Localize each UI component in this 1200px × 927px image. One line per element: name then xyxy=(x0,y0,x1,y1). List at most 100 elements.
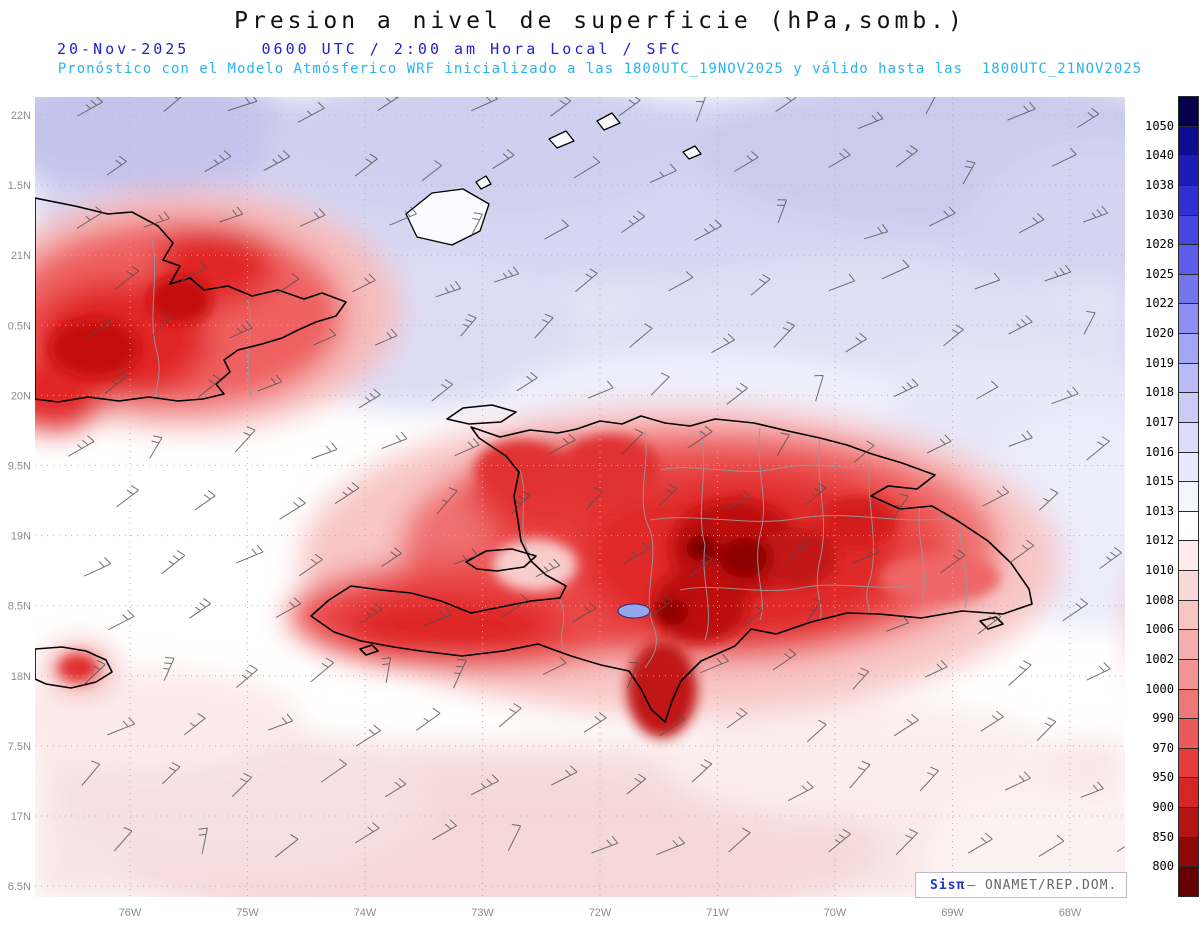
great-inagua-coastline xyxy=(405,188,490,246)
wind-barb xyxy=(535,558,561,578)
wind-barb xyxy=(544,219,569,240)
wind-barb xyxy=(263,150,291,171)
wind-barb xyxy=(106,155,127,176)
wind-barb xyxy=(234,426,256,453)
colorbar-cell xyxy=(1178,629,1199,660)
saona-island xyxy=(979,616,1004,630)
header: Presion a nivel de superficie (hPa,somb.… xyxy=(0,0,1200,77)
wind-barb xyxy=(275,597,302,618)
wind-barb xyxy=(498,703,522,728)
wind-barb xyxy=(219,206,244,223)
lat-tick-label: 21N xyxy=(11,250,31,262)
colorbar-label: 1025 xyxy=(1145,266,1174,281)
colorbar-label: 1006 xyxy=(1145,622,1174,637)
wind-barb xyxy=(1099,546,1122,570)
wind-barb xyxy=(354,822,380,844)
lon-tick-label: 70W xyxy=(824,907,847,919)
colorbar-label: 1002 xyxy=(1145,651,1174,666)
tortuga-island-coastline xyxy=(446,404,517,425)
wind-barb xyxy=(1038,834,1065,858)
wind-barb xyxy=(928,206,956,227)
wind-barb xyxy=(849,760,871,789)
wind-barb xyxy=(194,489,216,511)
wind-barb xyxy=(775,97,797,113)
colorbar-cell xyxy=(1178,570,1199,601)
gonave-island-coastline xyxy=(465,548,537,572)
wind-barb xyxy=(321,758,347,783)
wind-barb xyxy=(925,97,936,115)
wind-barb xyxy=(967,832,993,854)
wind-barb xyxy=(940,549,966,574)
wind-barb xyxy=(806,719,827,743)
wind-barb xyxy=(198,827,208,854)
wind-barb xyxy=(691,759,713,783)
wind-barb xyxy=(1019,213,1045,234)
wind-barb xyxy=(507,824,522,851)
wind-barb xyxy=(511,490,531,514)
wind-barb xyxy=(502,594,529,618)
lat-tick-label: 7.5N xyxy=(8,741,31,753)
wind-barb xyxy=(1086,436,1110,461)
wind-barb xyxy=(108,609,135,631)
wind-barb xyxy=(787,781,814,802)
wind-barb xyxy=(432,819,458,841)
colorbar-label: 1010 xyxy=(1145,563,1174,578)
wind-barb xyxy=(1008,430,1033,447)
colorbar-cell xyxy=(1178,688,1199,720)
wind-barb xyxy=(436,487,458,515)
wind-barb xyxy=(962,160,976,185)
wind-barb xyxy=(733,151,759,172)
wind-barb xyxy=(622,542,650,565)
lat-tick-label: 0.5N xyxy=(8,320,31,332)
wind-barb xyxy=(743,605,763,628)
wind-barb xyxy=(354,153,378,177)
wind-barb xyxy=(976,380,999,400)
colorbar-cell xyxy=(1178,421,1199,453)
lat-tick-label: 6.5N xyxy=(8,881,31,893)
wind-barb xyxy=(1086,662,1111,681)
wind-barb xyxy=(68,435,95,457)
wind-barb xyxy=(1051,147,1077,167)
wind-barb xyxy=(626,661,639,689)
colorbar-label: 1038 xyxy=(1145,177,1174,192)
wind-barb xyxy=(161,550,186,575)
colorbar-cell xyxy=(1178,747,1199,779)
wind-barb xyxy=(854,440,875,463)
wind-barb xyxy=(114,265,140,290)
wind-barb xyxy=(297,101,325,123)
wind-barb xyxy=(276,273,300,295)
wind-barb xyxy=(726,382,748,405)
colorbar-cell xyxy=(1178,777,1199,809)
wind-barb xyxy=(355,724,381,747)
wind-barb xyxy=(310,657,335,683)
forecast-line: Pronóstico con el Modelo Atmósferico WRF… xyxy=(57,61,1143,77)
page-title: Presion a nivel de superficie (hPa,somb.… xyxy=(234,8,966,34)
wind-barb xyxy=(116,484,139,508)
wind-barb xyxy=(711,333,735,354)
colorbar-label: 850 xyxy=(1152,829,1174,844)
colorbar-label: 1018 xyxy=(1145,385,1174,400)
colorbar-label: 1000 xyxy=(1145,681,1174,696)
wind-barb xyxy=(470,212,483,238)
wind-barb xyxy=(161,762,181,785)
colorbar-label: 1015 xyxy=(1145,474,1174,489)
wind-barb xyxy=(650,372,670,396)
colorbar-label: 1019 xyxy=(1145,355,1174,370)
wind-barb xyxy=(974,272,1001,290)
wind-barb xyxy=(143,211,170,228)
colorbar-label: 970 xyxy=(1152,740,1174,755)
colorbar-cell xyxy=(1178,866,1199,897)
wind-barb xyxy=(668,271,694,292)
wind-barb xyxy=(1008,315,1033,335)
wind-barb xyxy=(943,324,964,347)
colorbar-cell xyxy=(1178,836,1199,868)
wind-barb xyxy=(352,273,376,293)
colorbar-label: 1013 xyxy=(1145,503,1174,518)
wind-barb xyxy=(885,615,910,632)
wind-barb xyxy=(516,371,538,392)
wind-barb xyxy=(572,602,597,623)
lat-tick-label: 20N xyxy=(11,390,31,402)
wind-barb xyxy=(460,314,477,337)
wind-barb xyxy=(236,544,264,564)
wind-barb xyxy=(1007,101,1036,121)
